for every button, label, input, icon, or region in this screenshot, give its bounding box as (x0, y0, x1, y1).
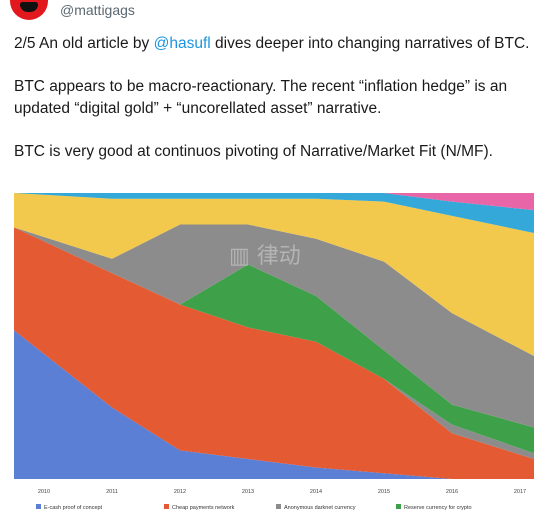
tweet-paragraph-1: 2/5 An old article by @hasufl dives deep… (14, 33, 536, 55)
x-tick-label: 2010 (38, 489, 50, 495)
tweet-paragraph-3: BTC is very good at continuos pivoting o… (14, 143, 493, 160)
x-tick-label: 2014 (310, 489, 322, 495)
narrative-area-chart: ▥ 律动 2010 2011 2012 2013 2014 2015 2016 2017 E-ca… (14, 193, 534, 511)
series-area-1 (14, 227, 534, 479)
legend-swatch (276, 504, 281, 509)
legend-label: Anonymous darknet currency (284, 505, 356, 511)
tweet-paragraph-2: BTC appears to be macro-reactionary. The… (14, 78, 508, 117)
series-area-2 (14, 227, 534, 459)
x-tick-label: 2012 (174, 489, 186, 495)
legend-swatch (164, 504, 169, 509)
watermark-logo: ▥ 律动 (229, 244, 301, 269)
legend-label: Cheap payments network (172, 505, 235, 511)
legend-swatch (396, 504, 401, 509)
avatar-logo-icon (20, 2, 38, 12)
mention-link[interactable]: @hasufl (153, 35, 211, 52)
legend-swatch (36, 504, 41, 509)
x-tick-label: 2011 (106, 489, 118, 495)
tweet-header: @mattigags (0, 0, 546, 24)
x-tick-label: 2017 (514, 489, 526, 495)
series-area-7 (14, 193, 534, 211)
avatar[interactable] (10, 0, 48, 20)
series-area-3 (14, 227, 534, 454)
x-tick-label: 2015 (378, 489, 390, 495)
legend-label: Reserve currency for crypto (404, 505, 472, 511)
chart-image[interactable]: ▥ 律动 2010 2011 2012 2013 2014 2015 2016 2017 E-ca… (14, 193, 534, 515)
tweet-body: 2/5 An old article by @hasufl dives deep… (14, 33, 536, 184)
series-area-5 (14, 193, 534, 357)
legend-label: E-cash proof of concept (44, 505, 103, 511)
user-handle[interactable]: @mattigags (60, 2, 135, 18)
tweet-text-part: dives deeper into changing narratives of… (210, 35, 530, 52)
series-area-4 (14, 224, 534, 428)
series-area-0 (14, 330, 534, 479)
x-tick-label: 2013 (242, 489, 254, 495)
x-tick-label: 2016 (446, 489, 458, 495)
tweet-text-part: 2/5 An old article by (14, 35, 154, 52)
series-area-6 (14, 193, 534, 234)
